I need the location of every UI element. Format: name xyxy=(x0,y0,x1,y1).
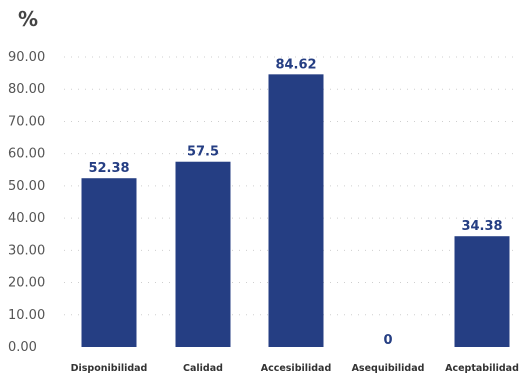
x-tick-label: Disponibilidad xyxy=(71,363,148,374)
bar xyxy=(81,178,137,347)
y-tick-label: 50.00 xyxy=(8,179,45,194)
x-tick-label: Aceptabilidad xyxy=(445,363,519,374)
data-label: 52.38 xyxy=(88,161,129,176)
x-tick-label: Asequibilidad xyxy=(352,363,425,374)
bar xyxy=(268,74,324,347)
data-label: 84.62 xyxy=(275,57,316,72)
y-tick-label: 70.00 xyxy=(8,114,45,129)
y-tick-label: 40.00 xyxy=(8,211,45,226)
y-tick-label: 60.00 xyxy=(8,147,45,162)
y-tick-label: 90.00 xyxy=(8,50,45,65)
x-tick-label: Calidad xyxy=(183,363,223,374)
y-axis-ticks: 0.00 10.00 20.00 30.00 40.00 50.00 60.00 70.00 8… xyxy=(8,50,45,355)
y-axis-label: % xyxy=(18,7,38,31)
y-tick-label: 30.00 xyxy=(8,243,45,258)
x-axis-ticks: Disponibilidad Calidad Accesibilidad Asequi… xyxy=(71,363,519,374)
data-label: 0 xyxy=(383,333,392,348)
y-tick-label: 20.00 xyxy=(8,276,45,291)
x-tick-label: Accesibilidad xyxy=(261,363,332,374)
data-label: 34.38 xyxy=(461,219,502,234)
y-tick-label: 80.00 xyxy=(8,82,45,97)
y-tick-label: 0.00 xyxy=(8,340,37,355)
value-labels: 52.38 57.5 84.62 0 34.38 xyxy=(88,57,502,348)
bar xyxy=(175,161,231,347)
bar xyxy=(454,236,510,347)
data-label: 57.5 xyxy=(187,145,219,160)
bars xyxy=(81,74,510,347)
y-tick-label: 10.00 xyxy=(8,308,45,323)
